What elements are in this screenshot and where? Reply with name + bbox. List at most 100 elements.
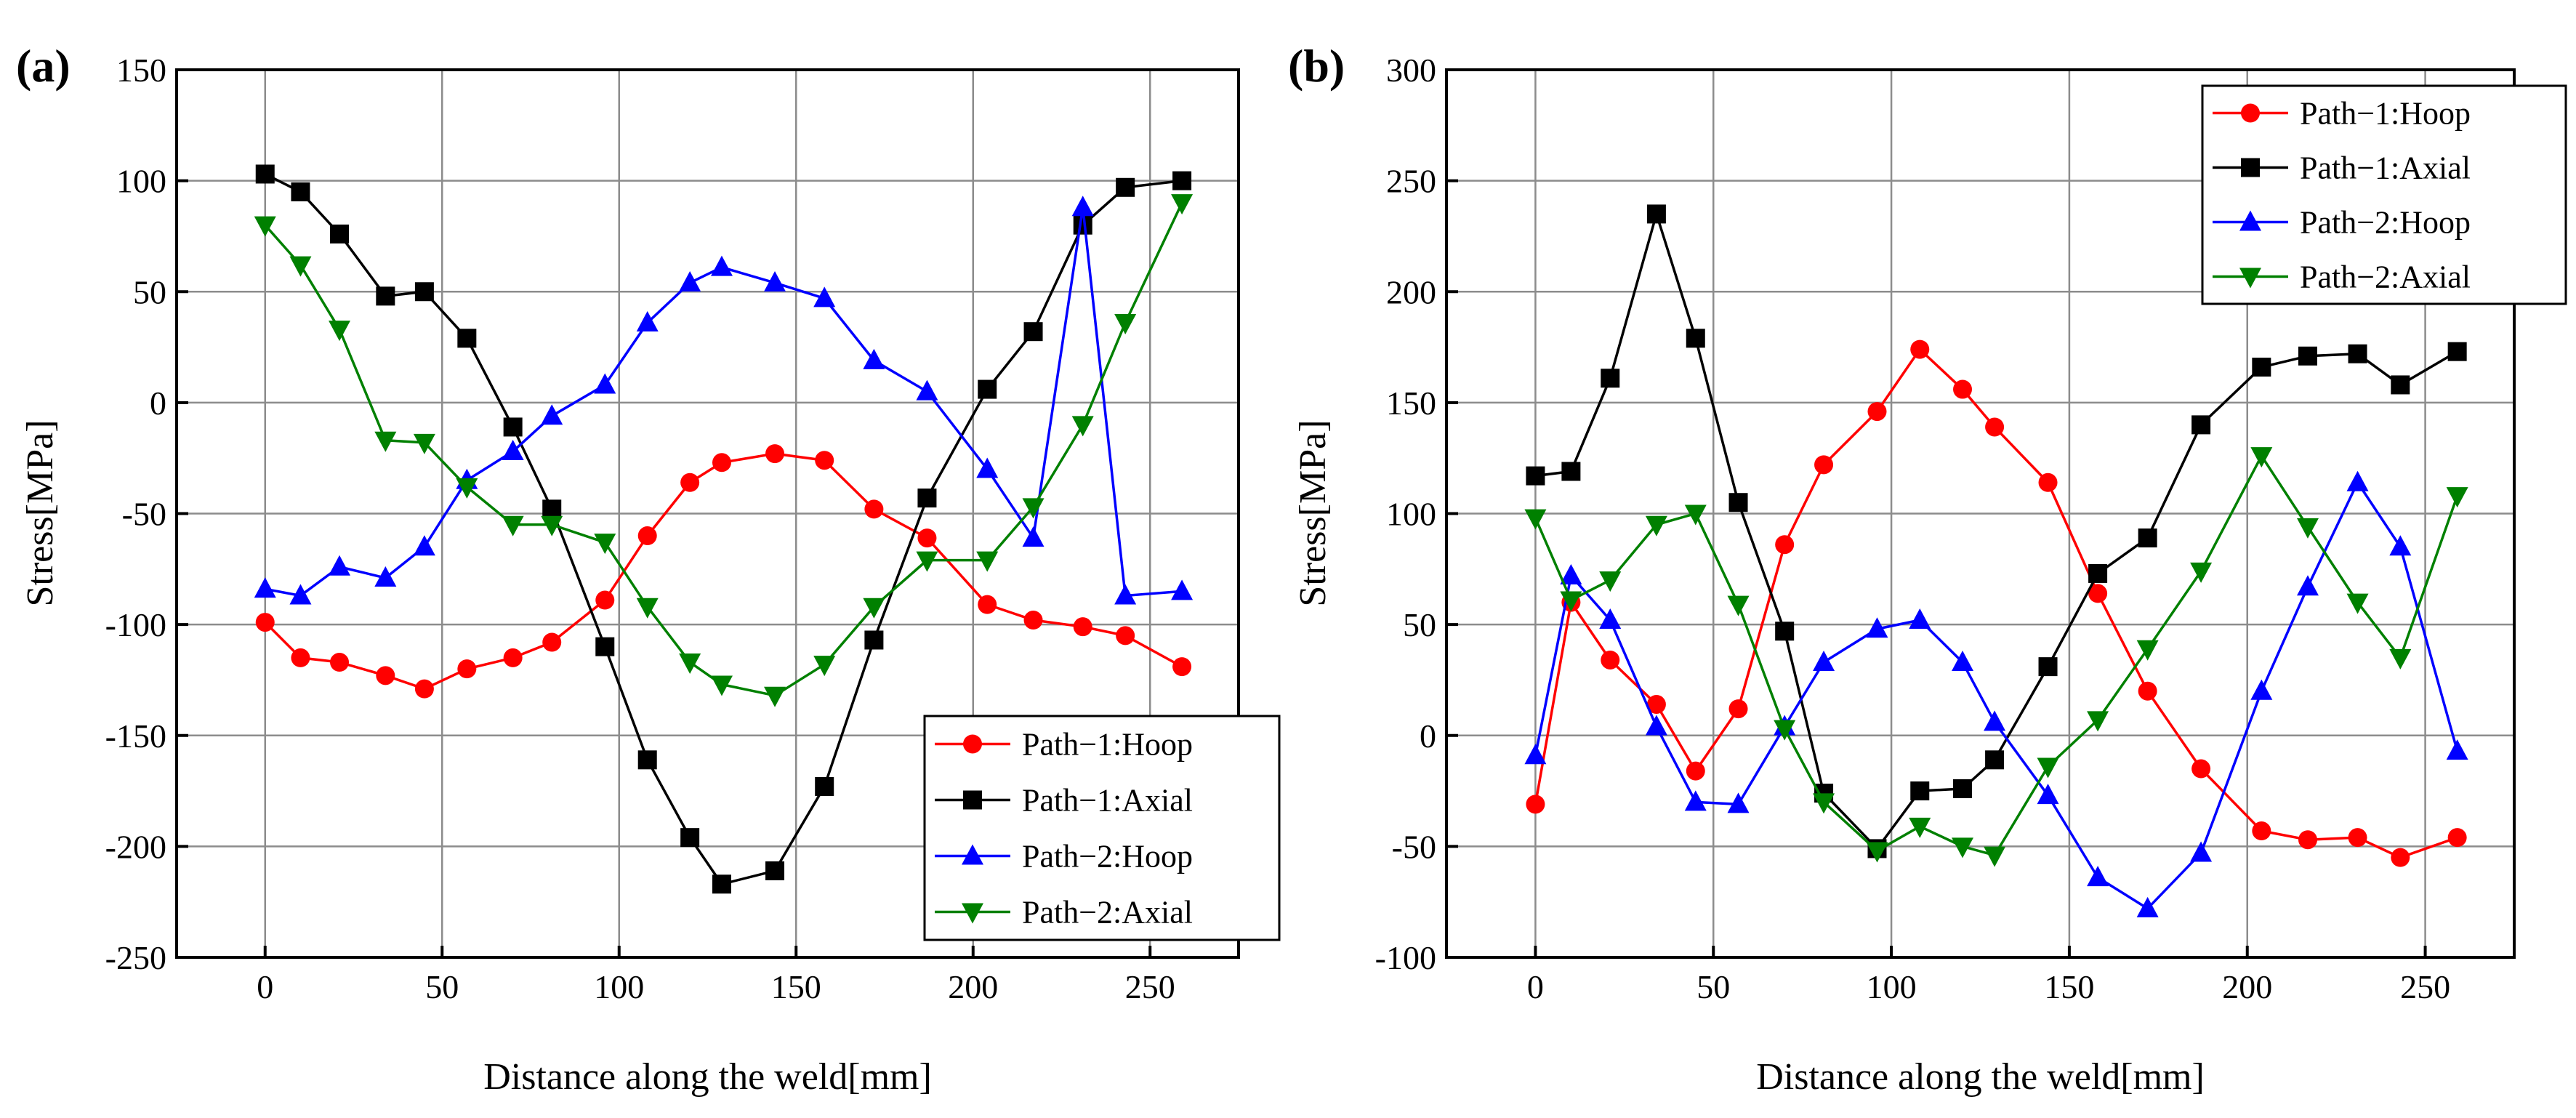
data-point <box>1684 504 1707 526</box>
data-point <box>978 595 997 614</box>
data-point <box>2088 563 2108 583</box>
data-point <box>255 164 275 184</box>
data-point <box>680 472 700 492</box>
data-point <box>2298 830 2317 850</box>
data-point <box>542 632 562 652</box>
y-tick-label: 0 <box>150 385 166 422</box>
data-point <box>978 379 997 399</box>
legend-label: Path−1:Hoop <box>2300 96 2471 132</box>
series-line <box>1534 481 2459 910</box>
legend-item: Path−2:Axial <box>2213 260 2471 295</box>
legend-box <box>923 715 1281 941</box>
data-point <box>813 656 836 677</box>
data-point <box>2136 896 2159 917</box>
data-point <box>414 282 434 302</box>
data-point <box>291 648 310 667</box>
data-point <box>1071 196 1094 217</box>
data-point <box>1601 369 1620 388</box>
data-point <box>457 659 477 679</box>
y-tick-label: -250 <box>105 939 166 976</box>
data-point <box>2389 535 2412 556</box>
legend-marker <box>962 844 983 865</box>
x-tick-label: 200 <box>2222 968 2272 1005</box>
x-tick-label: 50 <box>425 968 459 1005</box>
data-point <box>1114 313 1137 334</box>
data-point <box>1727 595 1750 616</box>
data-point <box>1985 750 2005 770</box>
x-tick-label: 250 <box>2400 968 2450 1005</box>
data-point <box>541 404 563 425</box>
legend: Path−1:Hoop Path−1:Axial Path−2:Hoop Path−2… <box>2201 84 2567 305</box>
legend-item: Path−1:Axial <box>2213 150 2471 186</box>
data-point <box>2298 346 2317 366</box>
data-point <box>636 310 659 331</box>
data-point <box>2087 866 2109 887</box>
data-point <box>594 534 616 555</box>
data-point <box>456 478 478 499</box>
data-point <box>2446 487 2468 508</box>
data-point <box>1560 563 1582 584</box>
data-point <box>2191 415 2211 435</box>
data-point <box>976 551 999 572</box>
data-point <box>2296 518 2319 539</box>
legend-marker <box>2239 268 2261 289</box>
legend-marker <box>2241 103 2260 123</box>
data-point <box>764 271 786 292</box>
data-point <box>1022 498 1045 519</box>
legend-marker <box>2241 158 2260 177</box>
data-point <box>1071 416 1094 437</box>
x-tick-label: 150 <box>771 968 821 1005</box>
data-point <box>255 613 275 632</box>
y-tick-label: 150 <box>1386 385 1436 422</box>
legend-item: Path−2:Hoop <box>2213 205 2471 241</box>
series-1 <box>255 444 1192 699</box>
legend-item: Path−1:Axial <box>935 783 1193 819</box>
data-point <box>2348 828 2367 848</box>
data-point <box>1728 493 1748 512</box>
data-point <box>1775 535 1795 555</box>
y-tick-label: 50 <box>1403 606 1436 643</box>
legend-item: Path−2:Axial <box>935 895 1193 930</box>
data-point <box>815 776 834 796</box>
panel-label: (a) <box>16 40 71 92</box>
legend-item: Path−1:Hoop <box>2213 96 2471 132</box>
data-point <box>1601 650 1620 669</box>
x-tick-label: 100 <box>1867 968 1917 1005</box>
grid-lines <box>177 68 1239 959</box>
x-tick-label: 150 <box>2044 968 2094 1005</box>
data-point <box>1686 329 1705 348</box>
data-point <box>710 675 733 696</box>
data-point <box>413 433 435 454</box>
data-point <box>1172 657 1192 677</box>
data-point <box>976 457 999 478</box>
data-point <box>1909 817 1931 838</box>
x-axis-label: Distance along the weld[mm] <box>1756 1056 2205 1098</box>
y-tick-label: -100 <box>105 606 166 643</box>
data-point <box>1114 584 1137 605</box>
data-point <box>1561 462 1581 481</box>
panel-label: (b) <box>1288 40 1345 92</box>
data-point <box>2191 759 2211 779</box>
data-point <box>2346 470 2369 491</box>
data-point <box>595 637 615 656</box>
x-tick-label: 100 <box>594 968 644 1005</box>
data-point <box>414 679 434 699</box>
legend-label: Path−1:Axial <box>1022 783 1193 819</box>
data-point <box>1686 761 1705 781</box>
y-tick-label: 100 <box>1386 496 1436 533</box>
data-point <box>1524 744 1547 765</box>
legend: Path−1:Hoop Path−1:Axial Path−2:Hoop Path−2… <box>923 715 1281 941</box>
data-point <box>502 440 524 461</box>
y-tick-label: 150 <box>116 52 166 89</box>
data-point <box>636 598 659 619</box>
data-point <box>2446 739 2468 760</box>
data-point <box>2348 344 2367 363</box>
y-tick-label: -200 <box>105 828 166 865</box>
data-point <box>2391 375 2410 395</box>
data-point <box>1952 837 1974 858</box>
data-point <box>374 431 397 452</box>
data-point <box>2252 358 2271 377</box>
data-point <box>541 515 563 536</box>
data-point <box>502 515 524 536</box>
